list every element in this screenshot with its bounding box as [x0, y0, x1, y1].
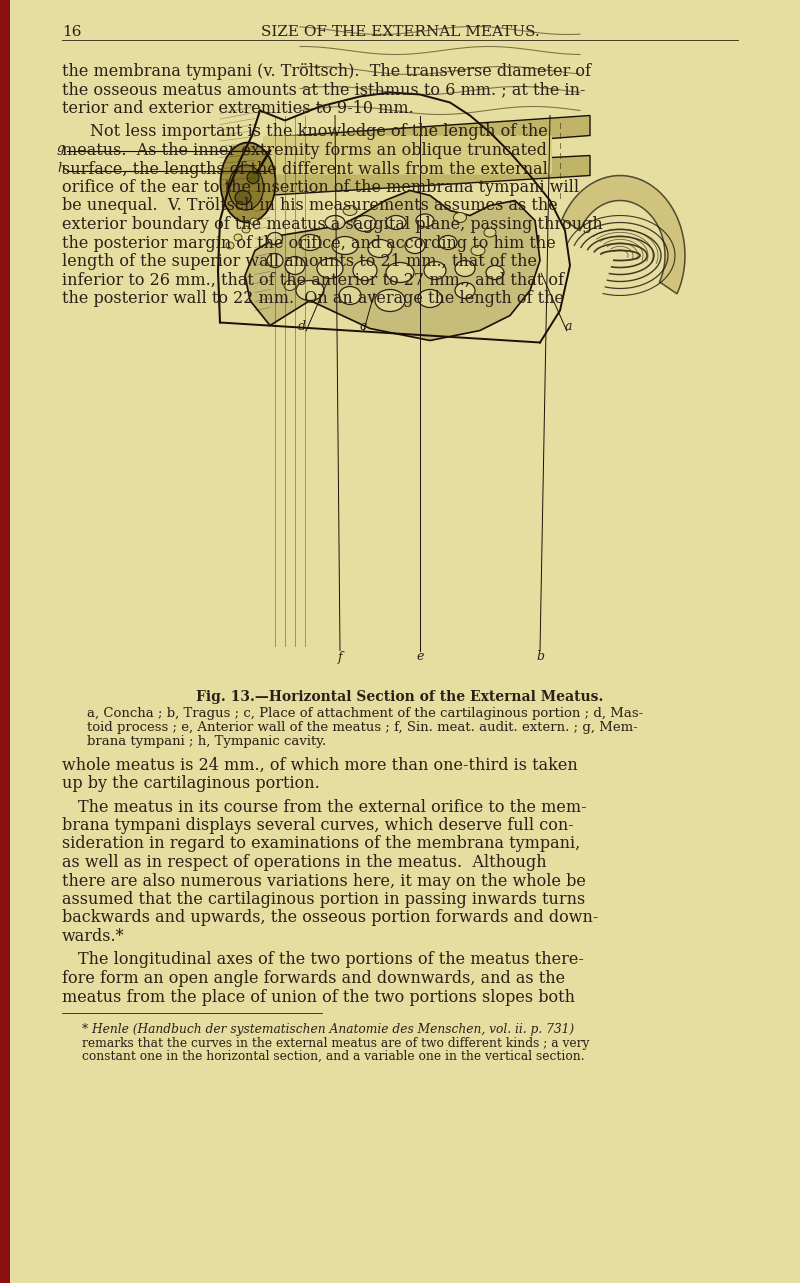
- Text: orifice of the ear to the insertion of the membrana tympani will: orifice of the ear to the insertion of t…: [62, 180, 579, 196]
- Ellipse shape: [332, 236, 358, 254]
- Text: exterior boundary of the meatus a saggital plane, passing through: exterior boundary of the meatus a saggit…: [62, 216, 602, 234]
- Ellipse shape: [386, 263, 414, 282]
- Ellipse shape: [325, 216, 345, 230]
- Ellipse shape: [368, 240, 392, 258]
- Text: meatus from the place of union of the two portions slopes both: meatus from the place of union of the tw…: [62, 988, 575, 1006]
- Polygon shape: [265, 115, 590, 160]
- Ellipse shape: [486, 266, 504, 280]
- Text: a, Concha ; b, Tragus ; c, Place of attachment of the cartilaginous portion ; d,: a, Concha ; b, Tragus ; c, Place of atta…: [87, 707, 643, 720]
- Text: terior and exterior extremities to 9-10 mm.: terior and exterior extremities to 9-10 …: [62, 100, 414, 117]
- Text: remarks that the curves in the external meatus are of two different kinds ; a ve: remarks that the curves in the external …: [82, 1037, 590, 1049]
- Ellipse shape: [375, 290, 405, 312]
- Ellipse shape: [296, 281, 324, 300]
- Text: g: g: [57, 142, 65, 155]
- Text: surface, the lengths of the different walls from the external: surface, the lengths of the different wa…: [62, 160, 548, 177]
- Text: b: b: [536, 650, 544, 663]
- Text: length of the superior wall amounts to 21 mm., that of the: length of the superior wall amounts to 2…: [62, 253, 537, 269]
- Text: constant one in the horizontal section, and a variable one in the vertical secti: constant one in the horizontal section, …: [82, 1049, 585, 1064]
- Ellipse shape: [354, 216, 376, 231]
- Text: f: f: [338, 650, 342, 663]
- Text: wards.*: wards.*: [62, 928, 125, 946]
- Ellipse shape: [418, 290, 442, 308]
- Ellipse shape: [234, 234, 242, 241]
- Text: be unequal.  V. Tröltsch in his measurements assumes as the: be unequal. V. Tröltsch in his measureme…: [62, 198, 558, 214]
- Ellipse shape: [250, 218, 258, 225]
- Text: inferior to 26 mm., that of the anterior to 27 mm., and that of: inferior to 26 mm., that of the anterior…: [62, 272, 564, 289]
- Text: the osseous meatus amounts at the isthmus to 6 mm. ; at the in-: the osseous meatus amounts at the isthmu…: [62, 82, 586, 99]
- Text: backwards and upwards, the osseous portion forwards and down-: backwards and upwards, the osseous porti…: [62, 910, 598, 926]
- Text: up by the cartilaginous portion.: up by the cartilaginous portion.: [62, 775, 320, 792]
- Ellipse shape: [454, 213, 466, 222]
- Text: the membrana tympani (v. Tröltsch).  The transverse diameter of: the membrana tympani (v. Tröltsch). The …: [62, 63, 591, 80]
- Ellipse shape: [284, 281, 296, 290]
- Ellipse shape: [299, 235, 321, 250]
- Ellipse shape: [317, 258, 343, 278]
- Polygon shape: [245, 190, 540, 340]
- Bar: [0, 0, 10, 1283]
- Polygon shape: [265, 155, 590, 195]
- Ellipse shape: [267, 232, 282, 245]
- Text: fore form an open angle forwards and downwards, and as the: fore form an open angle forwards and dow…: [62, 970, 565, 987]
- Ellipse shape: [242, 226, 250, 234]
- Text: e: e: [416, 650, 424, 663]
- Text: SIZE OF THE EXTERNAL MEATUS.: SIZE OF THE EXTERNAL MEATUS.: [261, 24, 539, 38]
- Ellipse shape: [471, 245, 485, 255]
- Ellipse shape: [455, 260, 475, 277]
- Text: h: h: [57, 162, 65, 174]
- Ellipse shape: [405, 237, 425, 254]
- Ellipse shape: [221, 142, 275, 222]
- Text: the posterior margin of the orifice, and according to him the: the posterior margin of the orifice, and…: [62, 235, 556, 251]
- Text: The meatus in its course from the external orifice to the mem-: The meatus in its course from the extern…: [62, 798, 586, 816]
- Ellipse shape: [484, 228, 496, 237]
- Text: meatus.  As the inner extremity forms an oblique truncated: meatus. As the inner extremity forms an …: [62, 142, 547, 159]
- Ellipse shape: [439, 236, 457, 249]
- Text: the posterior wall to 22 mm.  On an average the length of the: the posterior wall to 22 mm. On an avera…: [62, 290, 564, 307]
- Ellipse shape: [455, 282, 475, 299]
- Text: 16: 16: [62, 24, 82, 38]
- Ellipse shape: [267, 254, 283, 267]
- Ellipse shape: [343, 205, 357, 216]
- Text: assumed that the cartilaginous portion in passing inwards turns: assumed that the cartilaginous portion i…: [62, 890, 586, 908]
- Text: a: a: [564, 319, 572, 332]
- Text: c: c: [359, 319, 366, 332]
- Polygon shape: [562, 176, 685, 294]
- Ellipse shape: [235, 190, 251, 204]
- Ellipse shape: [386, 216, 406, 230]
- Ellipse shape: [424, 262, 446, 280]
- Text: d: d: [298, 319, 306, 332]
- Text: brana tympani displays several curves, which deserve full con-: brana tympani displays several curves, w…: [62, 817, 574, 834]
- Text: The longitudinal axes of the two portions of the meatus there-: The longitudinal axes of the two portion…: [62, 952, 584, 969]
- Ellipse shape: [285, 257, 305, 275]
- Text: whole meatus is 24 mm., of which more than one-third is taken: whole meatus is 24 mm., of which more th…: [62, 757, 578, 774]
- Text: sideration in regard to examinations of the membrana tympani,: sideration in regard to examinations of …: [62, 835, 580, 852]
- Ellipse shape: [353, 260, 377, 281]
- Ellipse shape: [416, 214, 434, 227]
- Text: Fig. 13.—Horizontal Section of the External Meatus.: Fig. 13.—Horizontal Section of the Exter…: [196, 690, 604, 704]
- Ellipse shape: [339, 286, 361, 304]
- Ellipse shape: [226, 242, 234, 249]
- Text: * Henle (Handbuch der systematischen Anatomie des Menschen, vol. ii. p. 731): * Henle (Handbuch der systematischen Ana…: [82, 1023, 574, 1035]
- Ellipse shape: [247, 172, 259, 183]
- Text: as well as in respect of operations in the meatus.  Although: as well as in respect of operations in t…: [62, 854, 546, 871]
- Text: Not less important is the knowledge of the length of the: Not less important is the knowledge of t…: [90, 123, 548, 141]
- Ellipse shape: [229, 166, 263, 210]
- Text: toid process ; e, Anterior wall of the meatus ; f, Sin. meat. audit. extern. ; g: toid process ; e, Anterior wall of the m…: [87, 721, 638, 734]
- FancyBboxPatch shape: [263, 136, 552, 174]
- Text: there are also numerous variations here, it may on the whole be: there are also numerous variations here,…: [62, 872, 586, 889]
- Text: brana tympani ; h, Tympanic cavity.: brana tympani ; h, Tympanic cavity.: [87, 734, 326, 748]
